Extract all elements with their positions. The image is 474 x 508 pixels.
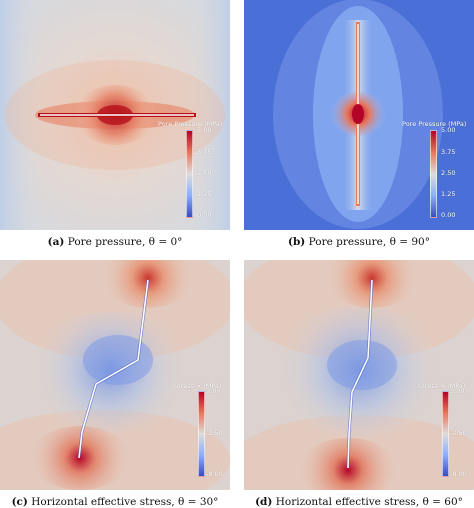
caption-label: (a) bbox=[47, 236, 65, 248]
caption-text: Horizontal effective stress, bbox=[31, 496, 175, 508]
caption-text: Horizontal effective stress, bbox=[275, 496, 420, 508]
caption-label: (d) bbox=[255, 496, 273, 508]
panel-d: Stress_x (MPa) 3.00 -2.50 -8.00 (d) Hori… bbox=[244, 260, 474, 508]
caption-label: (b) bbox=[288, 236, 306, 248]
colorbar bbox=[430, 130, 437, 218]
colorbar-title: Pore Pressure (MPa) bbox=[158, 120, 223, 128]
colorbar-tick: 3.75 bbox=[197, 148, 212, 156]
colorbar-tick: 3.00 bbox=[206, 387, 221, 395]
caption-text: Pore pressure, bbox=[67, 236, 146, 248]
caption: (c) Horizontal effective stress, θ = 30° bbox=[0, 496, 230, 508]
colorbar-tick: 1.25 bbox=[441, 190, 456, 198]
panel-b: Pore Pressure (MPa) 5.00 3.75 2.50 1.25 … bbox=[244, 0, 474, 250]
colorbar-tick: 3.00 bbox=[450, 387, 465, 395]
colorbar-title: Stress_x (MPa) bbox=[418, 382, 466, 390]
caption-label: (c) bbox=[11, 496, 28, 508]
colorbar-tick: 5.00 bbox=[197, 126, 212, 134]
caption-theta: θ = 90° bbox=[389, 236, 430, 248]
colorbar-tick: -8.00 bbox=[450, 470, 467, 478]
colorbar-tick: 2.50 bbox=[197, 169, 212, 177]
plot-stress-x-60deg bbox=[244, 260, 474, 490]
colorbar-tick: -2.50 bbox=[450, 429, 467, 437]
panel-c: Stress_x (MPa) 3.00 -2.50 -8.00 (c) Hori… bbox=[0, 260, 230, 508]
plot-stress-x-30deg bbox=[0, 260, 230, 490]
plot-pore-pressure-90deg bbox=[244, 0, 474, 230]
colorbar-tick: 5.00 bbox=[441, 126, 456, 134]
colorbar bbox=[186, 130, 193, 218]
colorbar-tick: 1.25 bbox=[197, 190, 212, 198]
panel-a: Pore Pressure (MPa) 5.00 3.75 2.50 1.25 … bbox=[0, 0, 230, 250]
colorbar-title: Pore Pressure (MPa) bbox=[402, 120, 467, 128]
caption: (d) Horizontal effective stress, θ = 60° bbox=[244, 496, 474, 508]
colorbar-tick: 2.50 bbox=[441, 169, 456, 177]
colorbar-tick: 0.00 bbox=[197, 211, 212, 219]
colorbar-tick: -2.50 bbox=[206, 429, 223, 437]
colorbar-tick: -8.00 bbox=[206, 470, 223, 478]
caption-theta: θ = 60° bbox=[422, 496, 463, 508]
caption-theta: θ = 0° bbox=[148, 236, 183, 248]
caption: (b) Pore pressure, θ = 90° bbox=[244, 236, 474, 248]
caption-text: Pore pressure, bbox=[308, 236, 387, 248]
colorbar-tick: 0.00 bbox=[441, 211, 456, 219]
caption: (a) Pore pressure, θ = 0° bbox=[0, 236, 230, 248]
colorbar bbox=[198, 391, 205, 477]
caption-theta: θ = 30° bbox=[178, 496, 219, 508]
plot-pore-pressure-0deg bbox=[0, 0, 230, 230]
colorbar-tick: 3.75 bbox=[441, 148, 456, 156]
colorbar bbox=[442, 391, 449, 477]
colorbar-title: Stress_x (MPa) bbox=[174, 382, 222, 390]
